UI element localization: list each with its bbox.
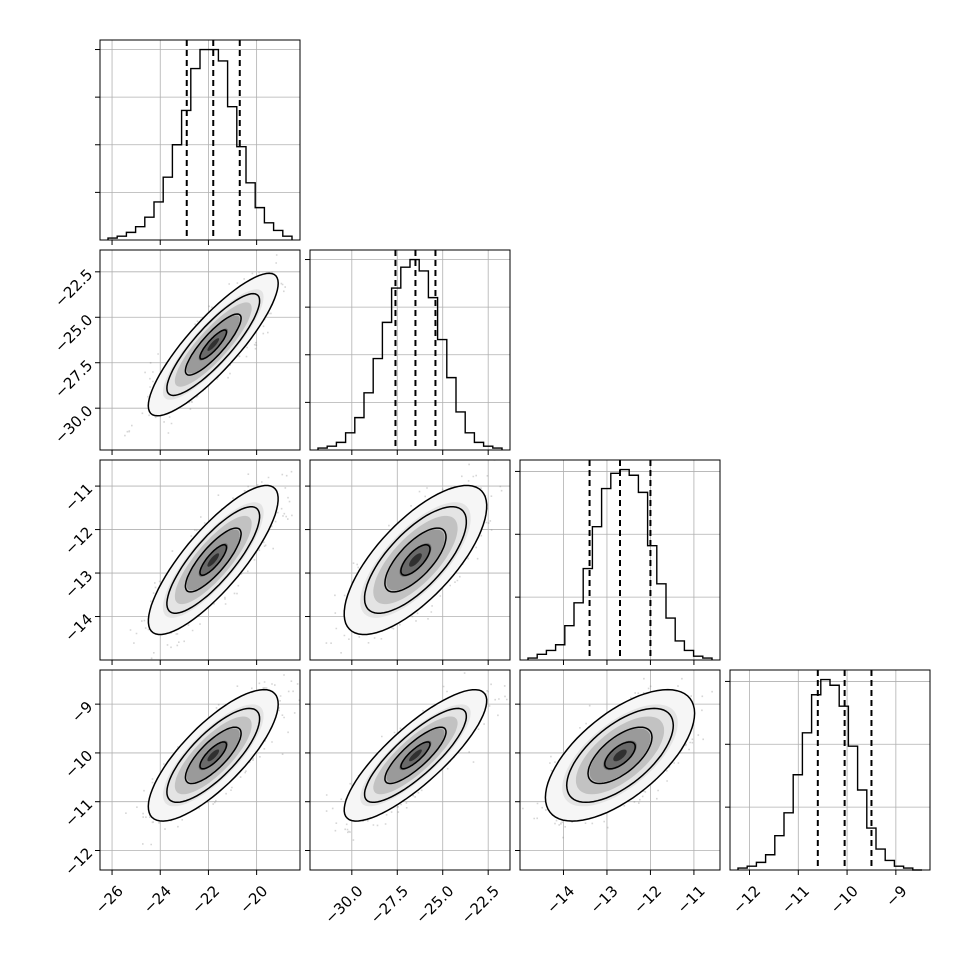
scatter-panel-1 <box>95 249 301 455</box>
scatter-panel-6-contour-4 <box>604 741 636 770</box>
scatter-panel-5-plot-area <box>325 670 508 841</box>
y-tick-label-p4-4: −9 <box>68 698 96 726</box>
scatter-panel-1-contour-1 <box>147 272 279 417</box>
scatter-panel-5-frame <box>309 669 511 871</box>
scatter-panel-1-frame <box>99 249 301 451</box>
x-tick-label-p3-4: −11 <box>674 882 709 917</box>
x-tick-label-p3-2: −13 <box>587 882 622 917</box>
x-tick-label-p1-4: −20 <box>236 882 271 917</box>
histogram-panel-4-background <box>730 670 930 870</box>
x-tick-label-p3-3: −12 <box>630 882 665 917</box>
scatter-panel-5-contour-3 <box>384 726 447 785</box>
scatter-panel-6-contour-2 <box>565 707 675 804</box>
x-tick-label-p3-1: −14 <box>543 882 578 917</box>
scatter-panel-3-frame <box>309 459 511 661</box>
y-tick-label-p3-1: −14 <box>61 610 96 645</box>
y-tick-label-p2-3: −25.0 <box>51 311 96 356</box>
y-tick-label-p4-1: −12 <box>61 844 96 879</box>
histogram-panel-2-background <box>310 250 510 450</box>
histogram-panel-1 <box>95 39 301 245</box>
scatter-panel-5-contour-1 <box>343 688 488 822</box>
x-tick-label-p4-3: −10 <box>827 882 862 917</box>
scatter-panel-4-contour-3 <box>184 726 242 785</box>
scatter-panel-1-plot-area <box>124 254 286 437</box>
scatter-panel-6 <box>515 669 721 875</box>
scatter-panel-6-frame <box>519 669 721 871</box>
scatter-panel-5 <box>305 669 511 875</box>
scatter-panel-2-contour-2 <box>166 506 261 614</box>
scatter-panel-2-density-level-6 <box>207 553 220 567</box>
scatter-panel-3-plot-area <box>325 460 503 654</box>
scatter-panel-6-density-level-6 <box>613 749 627 762</box>
scatter-panel-4-plot-area <box>125 674 300 846</box>
histogram-panel-4-frame <box>729 669 931 871</box>
scatter-panel-4-contour-1 <box>147 688 279 822</box>
scatter-panel-5-contour-4 <box>400 741 431 770</box>
scatter-panel-6-plot-area <box>522 677 713 839</box>
x-tick-label-p2-2: −27.5 <box>367 882 412 927</box>
histogram-panel-2-frame <box>309 249 511 451</box>
scatter-panel-6-contour-3 <box>587 726 653 785</box>
scatter-panel-6-contour-1 <box>544 688 696 822</box>
x-tick-label-p2-4: −22.5 <box>458 882 503 927</box>
scatter-panel-5-contour-2 <box>363 707 468 804</box>
scatter-panel-4 <box>95 669 301 875</box>
scatter-panel-4-frame <box>99 669 301 871</box>
x-tick-label-p4-2: −11 <box>778 882 813 917</box>
scatter-panel-2-contour-3 <box>184 527 242 593</box>
x-tick-label-p2-1: −30.0 <box>321 882 366 927</box>
y-tick-label-p4-3: −10 <box>61 747 96 782</box>
y-tick-label-p3-2: −13 <box>61 567 96 602</box>
y-tick-label-p2-4: −22.5 <box>51 265 96 310</box>
scatter-panel-4-contour-2 <box>166 707 261 804</box>
scatter-panel-2-contour-1 <box>147 484 279 636</box>
histogram-panel-4 <box>725 669 931 875</box>
y-tick-label-p3-4: −11 <box>61 480 96 515</box>
histogram-panel-1-background <box>100 40 300 240</box>
scatter-panel-3-contour-1 <box>343 484 488 636</box>
x-tick-label-p4-4: −9 <box>882 882 910 910</box>
scatter-panel-3-contour-4 <box>400 544 431 576</box>
histogram-panel-3 <box>515 459 721 665</box>
x-tick-label-p1-2: −24 <box>140 882 175 917</box>
histogram-panel-2-step <box>317 258 503 450</box>
histogram-panel-1-step <box>107 48 293 240</box>
scatter-panel-3-contour-3 <box>384 527 447 593</box>
scatter-panel-1-density-level-6 <box>207 338 220 351</box>
scatter-panel-5-density-level-6 <box>409 749 422 762</box>
histogram-panel-4-step <box>737 678 922 871</box>
x-tick-label-p1-3: −22 <box>188 882 223 917</box>
scatter-panel-4-contour-4 <box>199 741 228 770</box>
x-tick-label-p1-1: −26 <box>92 882 127 917</box>
y-tick-label-p3-3: −12 <box>61 523 96 558</box>
scatter-panel-4-density-level-6 <box>207 749 220 762</box>
y-tick-label-p2-2: −27.5 <box>51 356 96 401</box>
histogram-panel-1-frame <box>99 39 301 241</box>
scatter-panel-2-contour-4 <box>199 544 228 576</box>
scatter-panel-2-plot-area <box>129 470 293 660</box>
histogram-panel-2 <box>305 249 511 455</box>
y-tick-label-p2-1: −30.0 <box>51 402 96 447</box>
scatter-panel-2-frame <box>99 459 301 661</box>
y-tick-label-p4-2: −11 <box>61 795 96 830</box>
x-tick-label-p4-1: −12 <box>729 882 764 917</box>
scatter-panel-2 <box>95 459 301 665</box>
scatter-panel-3-contour-2 <box>363 506 468 614</box>
histogram-panel-3-frame <box>519 459 721 661</box>
scatter-panel-3-density-level-6 <box>409 553 422 567</box>
scatter-panel-1-contour-4 <box>199 329 228 360</box>
scatter-panel-1-contour-2 <box>166 292 261 397</box>
x-tick-label-p2-3: −25.0 <box>412 882 457 927</box>
scatter-panel-3 <box>305 459 511 665</box>
scatter-panel-1-contour-3 <box>184 313 242 376</box>
